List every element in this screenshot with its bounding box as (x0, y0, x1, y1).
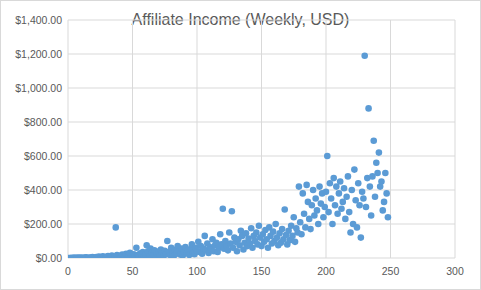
y-tick-label: $1,200.00 (15, 48, 62, 60)
point (355, 180, 362, 187)
x-tick-label: 100 (188, 265, 206, 277)
point (376, 149, 383, 156)
point (201, 233, 208, 240)
point (133, 245, 140, 252)
point (303, 182, 310, 189)
x-grid-line (455, 20, 456, 258)
point (248, 225, 255, 232)
point (296, 183, 303, 190)
point (358, 234, 365, 241)
points (68, 52, 391, 258)
y-tick-label: $200.00 (24, 218, 62, 230)
x-tick-label: 300 (446, 265, 464, 277)
point (354, 224, 361, 231)
point (220, 205, 227, 212)
point (363, 204, 370, 211)
point (310, 187, 317, 194)
point (316, 183, 323, 190)
point (383, 190, 390, 197)
x-tick-label: 0 (65, 265, 71, 277)
point (217, 231, 224, 238)
x-grid-line (261, 20, 262, 258)
point (343, 194, 350, 201)
chart: Affiliate Income (Weekly, USD)$0.00$200.… (0, 0, 481, 290)
point (341, 185, 348, 192)
point (385, 214, 392, 221)
point (374, 170, 381, 177)
point (307, 226, 314, 233)
point (312, 195, 319, 202)
y-tick-label: $1,400.00 (15, 14, 62, 26)
point (297, 219, 304, 226)
point (349, 187, 356, 194)
point (351, 166, 358, 173)
point (164, 238, 171, 245)
y-tick-label: $400.00 (24, 184, 62, 196)
point (361, 52, 368, 59)
chart-background (1, 1, 481, 290)
point (112, 224, 119, 231)
point (301, 211, 308, 218)
y-tick-label: $1,000.00 (15, 82, 62, 94)
point (373, 160, 380, 167)
x-grid-line (326, 20, 327, 258)
point (336, 190, 343, 197)
point (372, 194, 379, 201)
point (330, 175, 337, 182)
point (379, 207, 386, 214)
point (298, 231, 305, 238)
point (356, 202, 363, 209)
point (345, 173, 352, 180)
point (370, 137, 377, 144)
point (359, 188, 366, 195)
point (256, 222, 263, 229)
x-grid-line (390, 20, 391, 258)
x-grid-line (197, 20, 198, 258)
point (309, 202, 316, 209)
x-grid-line (132, 20, 133, 258)
y-tick-label: $600.00 (24, 150, 62, 162)
point (272, 221, 279, 228)
x-tick-label: 250 (382, 265, 400, 277)
point (281, 206, 288, 213)
point (315, 221, 322, 228)
point (320, 214, 327, 221)
point (323, 188, 330, 195)
point (338, 205, 345, 212)
y-tick-label: $0.00 (36, 252, 62, 264)
point (360, 195, 367, 202)
point (325, 209, 332, 216)
point (324, 153, 331, 160)
point (367, 183, 374, 190)
x-tick-label: 200 (317, 265, 335, 277)
point (279, 226, 286, 233)
point (382, 170, 389, 177)
point (342, 216, 349, 223)
point (381, 199, 388, 206)
point (328, 195, 335, 202)
point (314, 207, 321, 214)
point (299, 190, 306, 197)
point (378, 178, 385, 185)
point (332, 202, 339, 209)
point (292, 239, 299, 246)
point (347, 229, 354, 236)
point (329, 221, 336, 228)
x-tick-label: 50 (127, 265, 139, 277)
y-tick-label: $800.00 (24, 116, 62, 128)
point (229, 208, 236, 215)
point (365, 105, 372, 112)
point (337, 178, 344, 185)
point (270, 228, 277, 235)
point (234, 248, 241, 255)
x-tick-label: 150 (253, 265, 271, 277)
point (368, 212, 375, 219)
point (346, 209, 353, 216)
point (226, 229, 233, 236)
x-grid-line (68, 20, 69, 258)
point (290, 214, 297, 221)
